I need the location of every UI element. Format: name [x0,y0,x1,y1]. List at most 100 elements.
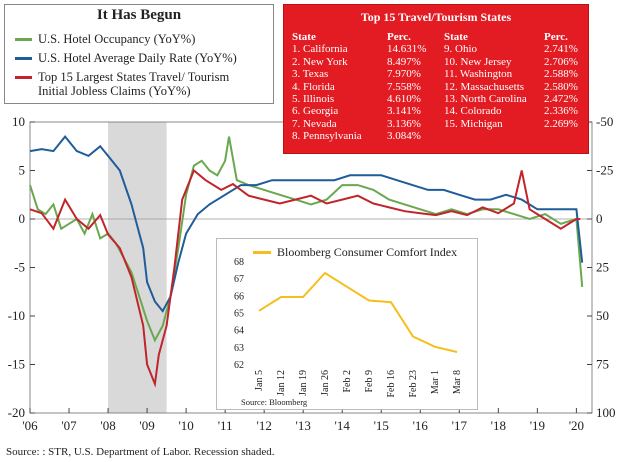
table-state-cell: 4. Florida [292,80,335,93]
table-state-cell: 3. Texas [292,68,329,81]
inset-x-tick-label: Jan 5 [254,370,265,391]
y-right-tick-label: 75 [596,357,609,372]
table-state-cell: 11. Washington [444,68,513,81]
y-right-tick-label: -25 [596,163,613,178]
legend-label-claims: Top 15 Largest States Travel/ Tourism In… [38,70,230,98]
table-perc-cell: 2.269% [544,117,578,130]
inset-x-tick-label: Mar 8 [452,370,463,394]
inset-legend-label: Bloomberg Consumer Comfort Index [277,245,458,259]
table-state-cell: 15. Michigan [444,117,503,130]
y-right-tick-label: 100 [596,405,616,420]
x-tick-label: '10 [178,418,193,433]
y-left-tick-label: -20 [8,405,25,420]
legend: It Has Begun U.S. Hotel Occupancy (YoY%)… [4,4,274,104]
table-state-cell: 9. Ohio [444,43,477,56]
occupancy-swatch [15,38,32,41]
table-state-cell: 2. New York [292,55,348,68]
table-perc-cell: 3.136% [387,117,421,130]
inset-x-tick-label: Feb 9 [364,370,375,393]
y-left-tick-label: 10 [12,114,25,129]
x-tick-label: '15 [374,418,389,433]
table-perc-cell: 14.631% [387,43,427,56]
y-left-tick-label: -5 [14,260,25,275]
legend-label-occupancy: U.S. Hotel Occupancy (YoY%) [38,32,196,46]
inset-x-tick-label: Mar 1 [430,370,441,394]
inset-x-tick-label: Feb 16 [386,370,397,398]
y-left-tick-label: 5 [19,163,26,178]
table-state-cell: 12. Massachusetts [444,80,525,93]
table-state-cell: 1. California [292,43,348,56]
table-state-cell: 10. New Jersey [444,55,512,68]
table-col-perc-2: Perc. 2.741% 2.706% 2.588% 2.580% 2.472% 2.33… [544,31,578,130]
inset-y-tick-label: 65 [234,309,244,320]
table-state-cell: 13. North Carolina [444,92,527,105]
inset-source: Source: Bloomberg [241,397,308,407]
x-tick-label: '19 [530,418,545,433]
table-perc-cell: 2.741% [544,43,578,56]
inset-y-tick-label: 64 [234,326,244,337]
y-right-tick-label: 25 [596,260,609,275]
y-left-tick-label: -10 [8,308,25,323]
table-perc-cell: 2.588% [544,68,578,81]
table-header: State [292,31,316,43]
x-tick-label: '07 [61,418,77,433]
x-tick-label: '17 [452,418,468,433]
inset-legend: Bloomberg Consumer Comfort Index [253,245,457,260]
table-perc-cell: 7.970% [387,68,421,81]
inset-y-tick-label: 66 [234,291,244,302]
y-left-tick-label: -15 [8,357,25,372]
table-col-state-2: State 9. Ohio 10. New Jersey 11. Washingto… [444,31,527,130]
table-perc-cell: 3.084% [387,130,421,143]
x-tick-label: '18 [491,418,506,433]
table-col-perc-1: Perc. 14.631% 8.497% 7.970% 7.558% 4.610% 3.1… [387,31,426,143]
claims-swatch [15,76,32,79]
legend-title: It Has Begun [96,7,182,23]
inset-chart: Bloomberg Consumer Comfort Index 68 67 66 6… [216,238,478,410]
inset-y-tick-label: 63 [234,343,244,354]
table-perc-cell: 2.580% [544,80,578,93]
x-tick-label: '20 [569,418,584,433]
x-tick-label: '13 [296,418,311,433]
table-perc-cell: 3.141% [387,105,421,118]
inset-y-tick-label: 67 [234,274,244,285]
legend-item-adr: U.S. Hotel Average Daily Rate (YoY%) [15,51,237,65]
table-perc-cell: 2.336% [544,105,578,118]
table-title: Top 15 Travel/Tourism States [360,10,512,24]
x-tick-label: '08 [100,418,115,433]
table-col-state-1: State 1. California 2. New York 3. Texas 4.… [292,31,362,143]
x-tick-label: '09 [139,418,154,433]
series-line-1 [29,135,584,313]
table-perc-cell: 4.610% [387,92,421,105]
states-table: Top 15 Travel/Tourism States State 1. Ca… [283,4,589,154]
source-note: Source: : STR, U.S. Department of Labor.… [6,446,275,458]
legend-item-occupancy: U.S. Hotel Occupancy (YoY%) [15,32,195,46]
y-right-tick-label: 50 [596,308,609,323]
y-right-tick-label: -50 [596,114,613,129]
table-state-cell: 5. Illinois [292,92,335,105]
y-right-tick-label: 0 [596,211,603,226]
table-state-cell: 14. Colorado [444,105,502,118]
inset-y-tick-label: 62 [234,360,244,371]
adr-swatch [15,57,32,60]
x-tick-label: '16 [413,418,429,433]
inset-x-tick-label: Jan 26 [320,370,331,396]
x-tick-label: '06 [22,418,38,433]
table-header: Perc. [544,31,568,43]
inset-plot: 68 67 66 65 64 63 62 Jan 5 Jan 12 Jan 19 Jan 26 Feb… [234,257,463,398]
legend-label-adr: U.S. Hotel Average Daily Rate (YoY%) [38,51,237,65]
x-tick-label: '14 [335,418,351,433]
series-line-2 [29,168,581,388]
legend-item-claims: Top 15 Largest States Travel/ Tourism In… [15,70,245,98]
table-state-cell: 6. Georgia [292,105,339,118]
table-header: State [444,31,468,43]
table-header: Perc. [387,31,411,43]
inset-x-tick-label: Feb 2 [342,370,353,393]
table-state-cell: 8. Pennsylvania [292,130,362,143]
inset-x-tick-label: Jan 19 [298,370,309,396]
inset-x-tick-label: Feb 23 [408,370,419,398]
inset-series-line [258,271,458,353]
x-tick-label: '12 [256,418,271,433]
table-perc-cell: 2.472% [544,92,578,105]
